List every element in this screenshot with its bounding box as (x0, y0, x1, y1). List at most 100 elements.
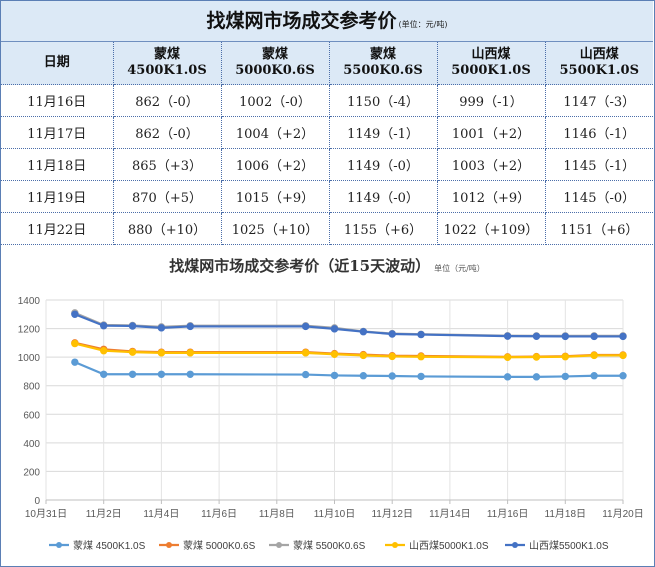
data-point (100, 370, 108, 378)
series-line (74, 361, 623, 378)
table-row: 11月16日 862（-0） 1002（-0） 1150（-4） 999（-1）… (1, 84, 653, 117)
data-point (388, 330, 396, 338)
report-header: 找煤网市场成交参考价 (单位：元/吨) (1, 1, 653, 42)
column-header: 山西煤 5000K1.0S (436, 42, 546, 85)
date-cell: 11月16日 (1, 84, 114, 117)
chart-unit: 单位（元/吨） (434, 264, 485, 273)
data-point (388, 372, 396, 380)
price-cell: 1149（-0） (328, 180, 438, 213)
column-header: 蒙煤 5000K0.6S (220, 42, 330, 85)
legend-label: 蒙煤 5000K0.6S (183, 539, 256, 552)
data-point (619, 351, 627, 360)
data-point (417, 353, 425, 361)
data-point (561, 353, 569, 361)
price-cell: 1012（+9） (436, 180, 546, 213)
price-cell: 1022（+109） (436, 212, 546, 245)
data-point (301, 322, 310, 331)
data-point (71, 358, 79, 366)
data-point (503, 373, 512, 381)
data-point (590, 372, 598, 380)
legend-marker (166, 542, 172, 548)
data-point (417, 372, 425, 381)
price-cell: 1002（-0） (220, 84, 330, 117)
price-cell: 1006（+2） (220, 148, 330, 181)
y-tick-label: 1000 (18, 353, 41, 364)
chart-panel: 找煤网市场成交参考价（近15天波动） 单位（元/吨） 0 200 400 600 800 1… (1, 245, 653, 565)
price-cell: 1003（+2） (436, 148, 546, 181)
price-cell: 1145（-1） (544, 148, 653, 181)
legend-label: 蒙煤 4500K1.0S (73, 539, 146, 552)
price-cell: 870（+5） (112, 180, 222, 213)
column-header: 蒙煤 5500K0.6S (328, 42, 438, 85)
x-tick-label: 11月6日 (201, 508, 237, 520)
line-chart: 0 200 400 600 800 1000 1200 1400 10月31日 11月2日 11月4… (18, 296, 644, 552)
price-cell: 1015（+9） (220, 180, 330, 213)
price-cell: 1004（+2） (220, 116, 330, 149)
data-point (71, 339, 79, 348)
data-point (128, 370, 137, 378)
y-tick-label: 400 (23, 439, 40, 450)
x-tick-label: 11月20日 (602, 508, 644, 520)
table-row: 11月19日 870（+5） 1015（+9） 1149（-0） 1012（+9… (1, 180, 653, 213)
series-line (74, 311, 623, 337)
data-point (330, 371, 339, 380)
x-tick-label: 11月14日 (429, 508, 471, 520)
data-point (359, 351, 368, 360)
table-row: 11月22日 880（+10） 1025（+10） 1155（+6） 1022（… (1, 212, 653, 245)
chart-title: 找煤网市场成交参考价（近15天波动） 单位（元/吨） (169, 257, 485, 275)
date-cell: 11月18日 (1, 148, 114, 181)
y-tick-label: 600 (23, 410, 40, 421)
x-tick-label: 11月8日 (259, 508, 295, 520)
price-cell: 862（-0） (112, 84, 222, 117)
data-point (301, 349, 310, 357)
data-point (128, 322, 137, 330)
data-point (330, 325, 339, 333)
x-tick-label: 11月10日 (314, 508, 356, 520)
y-tick-label: 200 (23, 467, 40, 478)
report-title: 找煤网市场成交参考价 (206, 10, 397, 32)
price-table: 日期 蒙煤 4500K1.0S 蒙煤 5000K0.6S 蒙煤 5500K0.6S 山… (1, 42, 653, 245)
data-point (157, 349, 166, 357)
x-tick-label: 11月4日 (143, 508, 179, 520)
data-point (186, 370, 194, 378)
table-row: 11月17日 862（-0） 1004（+2） 1149（-1） 1001（+2… (1, 116, 653, 149)
price-cell: 1150（-4） (328, 84, 438, 117)
price-cell: 1145（-0） (544, 180, 653, 213)
data-point (417, 330, 425, 339)
data-point (186, 322, 194, 331)
price-cell: 862（-0） (112, 116, 222, 149)
legend-marker (56, 542, 62, 548)
legend-marker (276, 542, 282, 548)
data-point (100, 347, 108, 355)
price-cell: 1001（+2） (436, 116, 546, 149)
date-cell: 11月22日 (1, 212, 114, 245)
x-tick-label: 11月12日 (371, 508, 413, 520)
column-header: 蒙煤 4500K1.0S (112, 42, 222, 85)
data-point (157, 324, 166, 332)
data-point (359, 328, 368, 336)
legend-label: 山西煤5000K1.0S (409, 539, 489, 552)
data-point (590, 351, 598, 360)
data-point (186, 349, 194, 357)
data-point (561, 332, 569, 341)
data-point (388, 352, 396, 361)
data-point (128, 348, 137, 356)
price-cell: 1149（-1） (328, 116, 438, 149)
column-header: 山西煤 5500K1.0S (544, 42, 653, 85)
data-point (532, 373, 541, 381)
date-cell: 11月19日 (1, 180, 114, 213)
price-cell: 880（+10） (112, 212, 222, 245)
y-tick-label: 0 (34, 496, 40, 507)
price-cell: 999（-1） (436, 84, 546, 117)
data-point (301, 370, 310, 379)
data-point (590, 332, 598, 341)
y-tick-label: 1400 (18, 296, 41, 307)
data-point (330, 350, 339, 358)
data-point (503, 332, 512, 340)
data-point (561, 372, 569, 381)
data-point (619, 372, 627, 380)
x-tick-label: 10月31日 (25, 508, 67, 520)
price-cell: 1155（+6） (328, 212, 438, 245)
price-cell: 1147（-3） (544, 84, 653, 117)
y-tick-label: 800 (23, 382, 40, 393)
